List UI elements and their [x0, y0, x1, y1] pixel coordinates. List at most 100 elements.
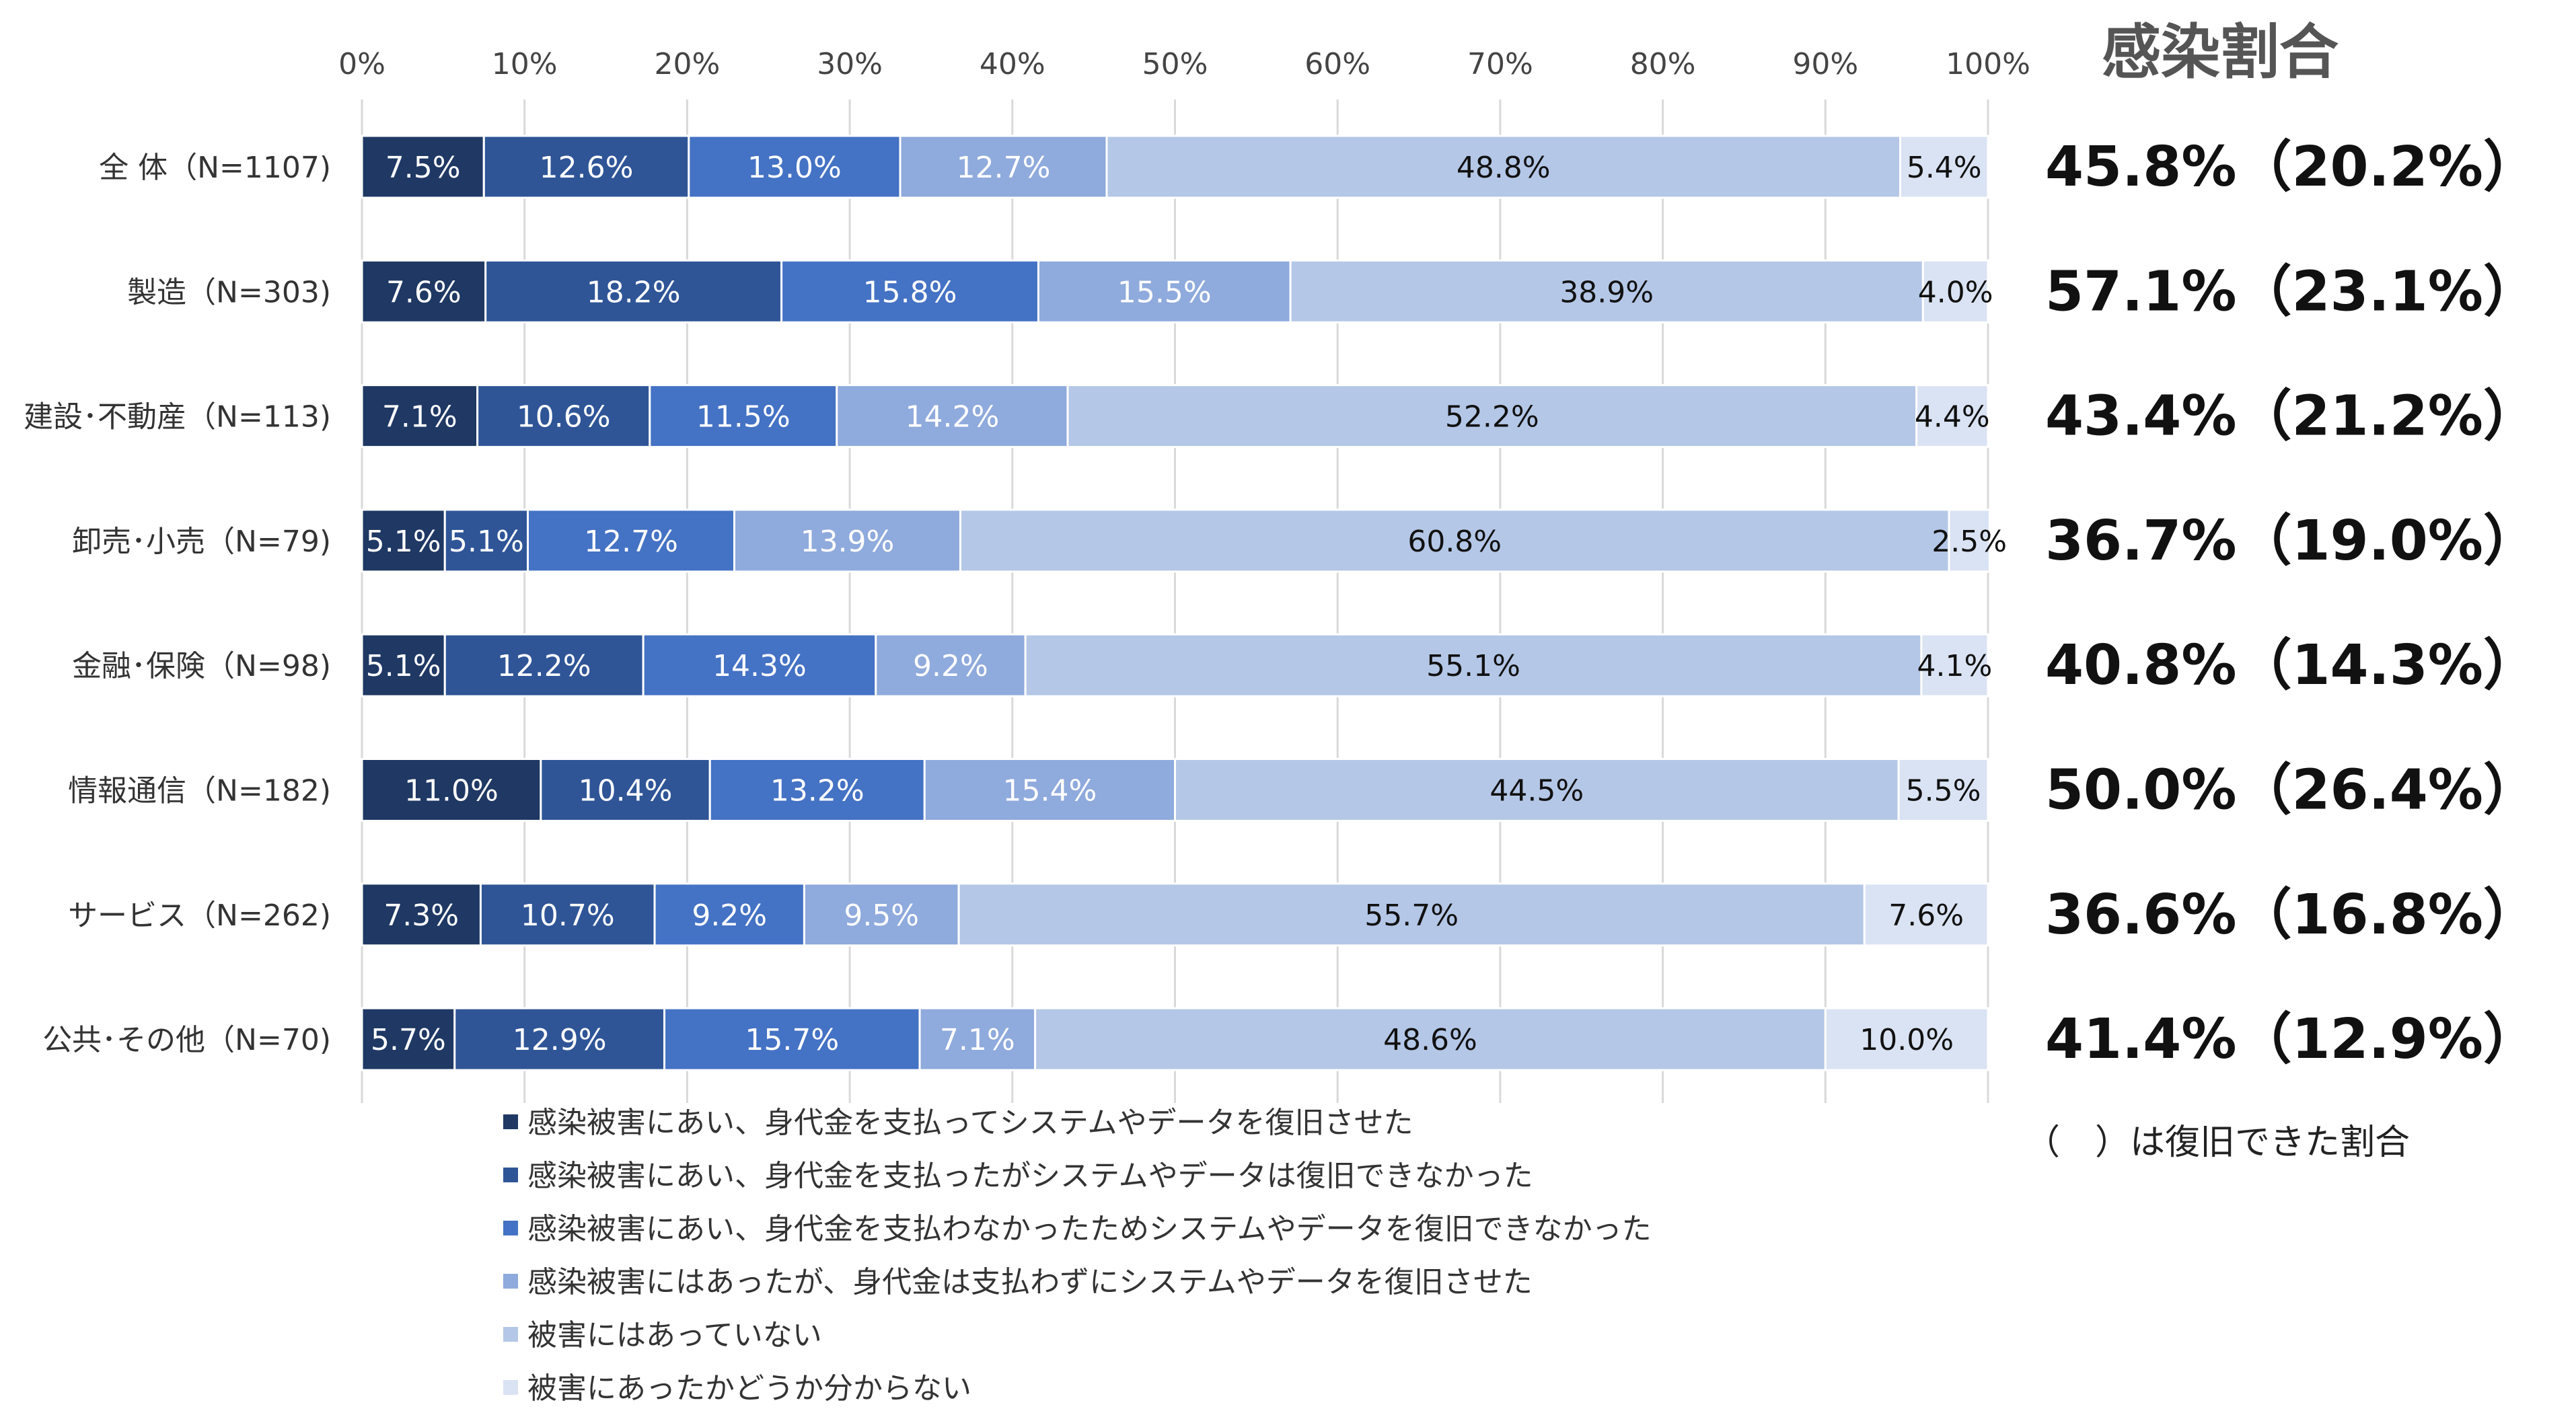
data-label: 48.6%: [1383, 1023, 1477, 1057]
legend-entry: 被害にはあっていない: [527, 1318, 822, 1352]
bar-segment: [836, 384, 1069, 449]
legend-entry: 感染被害にあい、身代金を支払ってシステムやデータを復旧させた: [527, 1106, 1413, 1140]
data-label: 7.6%: [1888, 899, 1964, 933]
data-label: 7.1%: [940, 1023, 1015, 1057]
bar-segment: [361, 384, 479, 449]
legend-entry: 感染被害にあい、身代金を支払ったがシステムやデータは復旧できなかった: [527, 1159, 1533, 1193]
bar-segment: [1289, 259, 1924, 323]
data-label: 10.6%: [517, 400, 611, 434]
infection-rates: 感染割合 45.8%（20.2%） 57.1%（23.1%） 43.4%（21.2%…: [2045, 17, 2538, 1071]
data-label: 5.1%: [366, 649, 441, 683]
x-tick-label: 80%: [1630, 47, 1696, 81]
gridlines: [361, 100, 1989, 1103]
x-tick-label: 90%: [1792, 47, 1858, 81]
category-label: 公共･その他（N=70): [42, 1023, 331, 1057]
infection-rate: 50.0%（26.4%）: [2045, 759, 2538, 823]
bar-segment: [361, 259, 487, 323]
data-label: 9.5%: [844, 899, 919, 933]
bar-segment: [1024, 633, 1923, 697]
data-label: 15.7%: [745, 1023, 839, 1057]
data-label: 13.2%: [770, 774, 864, 808]
legend-swatch: [503, 1274, 518, 1289]
bar-segment: [1899, 135, 1989, 199]
data-label: 10.7%: [521, 899, 615, 933]
bar-segment: [540, 758, 711, 822]
data-label: 5.1%: [449, 525, 524, 559]
data-label: 48.8%: [1457, 151, 1551, 185]
x-tick-label: 0%: [338, 47, 385, 81]
bar-segment: [361, 508, 446, 573]
data-label: 12.2%: [497, 649, 591, 683]
x-tick-label: 20%: [655, 47, 721, 81]
category-label: 製造（N=303): [127, 275, 331, 309]
legend-entry: 感染被害にはあったが、身代金は支払わずにシステムやデータを復旧させた: [527, 1265, 1533, 1299]
data-label: 9.2%: [913, 649, 988, 683]
data-label: 10.0%: [1860, 1023, 1954, 1057]
infection-rate: 36.7%（19.0%）: [2045, 509, 2538, 573]
legend-swatch: [503, 1114, 518, 1129]
bar-segment: [957, 882, 1866, 947]
side-title: 感染割合: [2102, 17, 2339, 87]
bar-segment: [527, 508, 735, 573]
data-label: 15.8%: [863, 275, 957, 309]
bar-segment: [1174, 758, 1900, 822]
infection-rate: 43.4%（21.2%）: [2045, 385, 2538, 449]
category-labels: 全 体（N=1107) 製造（N=303) 建設･不動産（N=113) 卸売･小売（N…: [24, 151, 331, 1057]
x-tick-label: 10%: [492, 47, 558, 81]
data-label: 7.6%: [386, 275, 462, 309]
data-label: 2.5%: [1931, 525, 2007, 559]
bar-segment: [1920, 633, 1989, 697]
bar-segment: [443, 508, 529, 573]
category-label: 建設･不動産（N=113): [24, 400, 331, 434]
infection-rate: 40.8%（14.3%）: [2045, 634, 2538, 697]
data-label: 4.1%: [1917, 649, 1993, 683]
bar-segment: [653, 882, 805, 947]
data-label: 15.4%: [1003, 774, 1097, 808]
x-tick-label: 30%: [817, 47, 883, 81]
legend-swatch: [503, 1221, 518, 1235]
bar-segment: [1948, 508, 1991, 573]
x-tick-label: 100%: [1946, 47, 2030, 81]
bar-segment: [642, 633, 877, 697]
bar-segment: [1034, 1007, 1827, 1071]
data-label: 38.9%: [1559, 275, 1654, 309]
data-label: 10.4%: [579, 774, 673, 808]
data-label: 7.3%: [383, 899, 459, 933]
legend-entry: 被害にあったかどうか分からない: [527, 1371, 971, 1406]
category-label: サービス（N=262): [68, 899, 331, 933]
bar-segment: [1824, 1007, 1989, 1071]
bar-segment: [361, 1007, 456, 1071]
data-label: 7.1%: [382, 400, 457, 434]
bar-segment: [899, 135, 1108, 199]
bar-segment: [1105, 135, 1901, 199]
category-label: 全 体（N=1107): [99, 151, 331, 185]
bar-segment: [733, 508, 961, 573]
x-axis-ticks: 0% 10% 20% 30% 40% 50% 60% 70% 80% 90% 100%: [338, 47, 2030, 81]
bar-segment: [923, 758, 1176, 822]
bar-segment: [803, 882, 960, 947]
data-label: 4.4%: [1915, 400, 1990, 434]
data-label: 12.7%: [957, 151, 1051, 185]
data-label: 5.5%: [1906, 774, 1981, 808]
data-label: 12.7%: [584, 525, 678, 559]
note-text: （ ）は復旧できた割合: [2025, 1122, 2410, 1163]
bar-segment: [1897, 758, 1989, 822]
data-label: 12.9%: [513, 1023, 607, 1057]
data-label: 5.4%: [1907, 151, 1982, 185]
bar-segment: [479, 882, 656, 947]
data-label: 14.2%: [905, 400, 999, 434]
data-label: 15.5%: [1117, 275, 1212, 309]
bar-segment: [708, 758, 926, 822]
data-label: 5.1%: [366, 525, 441, 559]
bar-segment: [443, 633, 645, 697]
data-label: 11.5%: [696, 400, 790, 434]
category-label: 卸売･小売（N=79): [72, 525, 331, 559]
legend-swatch: [503, 1168, 518, 1182]
bar-segment: [453, 1007, 666, 1071]
legend-entry: 感染被害にあい、身代金を支払わなかったためシステムやデータを復旧できなかった: [527, 1212, 1652, 1246]
data-label: 12.6%: [540, 151, 634, 185]
bar-segment: [959, 508, 1950, 573]
bar-segment: [361, 758, 542, 822]
